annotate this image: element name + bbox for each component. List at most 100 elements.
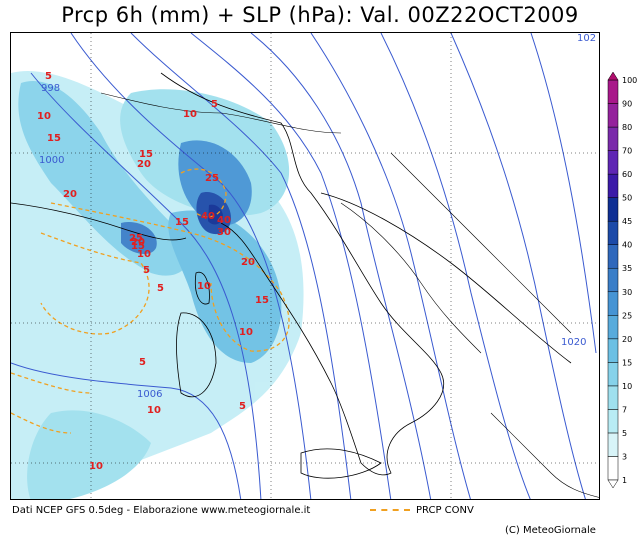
scale-swatch bbox=[607, 315, 619, 340]
coastlines bbox=[11, 72, 599, 498]
precip-label: 10 bbox=[183, 109, 197, 120]
scale-swatch bbox=[607, 432, 619, 457]
precip-label: 20 bbox=[137, 159, 151, 170]
chart-title: Prcp 6h (mm) + SLP (hPa): Val. 00Z22OCT2… bbox=[61, 3, 579, 27]
scale-tick-label: 50 bbox=[622, 194, 632, 203]
precip-label: 10 bbox=[37, 111, 51, 122]
conv-contours bbox=[11, 168, 290, 434]
scale-swatch bbox=[607, 338, 619, 363]
coast-balkans bbox=[320, 192, 572, 364]
coast-greece bbox=[490, 412, 599, 498]
scale-tick-label: 45 bbox=[622, 217, 632, 226]
scale-swatch bbox=[607, 244, 619, 269]
scale-arrow-top bbox=[607, 71, 619, 81]
conv-dash-sample bbox=[370, 509, 410, 511]
scale-tick-label: 60 bbox=[622, 170, 632, 179]
scale-tick-label: 70 bbox=[622, 147, 632, 156]
scale-swatch bbox=[607, 197, 619, 222]
precip-label: 20 bbox=[241, 257, 255, 268]
precip-label: 30 bbox=[217, 227, 231, 238]
scale-swatch bbox=[607, 126, 619, 151]
precip-label: 10 bbox=[89, 461, 103, 472]
isobar-label: 1006 bbox=[137, 389, 162, 400]
precip-area-west bbox=[18, 81, 190, 276]
scale-tick-label: 3 bbox=[622, 452, 627, 461]
scale-tick-label: 30 bbox=[622, 288, 632, 297]
scale-tick-label: 15 bbox=[622, 358, 632, 367]
isobars bbox=[11, 33, 597, 499]
map-canvas: 998 1000 1006 1020 102 5 10 15 20 10 5 1… bbox=[11, 33, 599, 499]
precip-label: 5 bbox=[239, 401, 246, 412]
coast-italy bbox=[160, 72, 444, 476]
scale-tick-label: 5 bbox=[622, 429, 627, 438]
precip-area-corsica bbox=[168, 210, 282, 363]
weather-map: 998 1000 1006 1020 102 5 10 15 20 10 5 1… bbox=[10, 32, 600, 500]
precip-label: 40 bbox=[217, 215, 231, 226]
scale-tick-label: 20 bbox=[622, 335, 632, 344]
data-source-credit: Dati NCEP GFS 0.5deg - Elaborazione www.… bbox=[12, 505, 311, 516]
precip-area-band bbox=[121, 222, 157, 255]
precip-area-peak bbox=[208, 204, 223, 225]
precip-shading bbox=[11, 71, 304, 499]
isobar-label: 102 bbox=[577, 33, 596, 44]
scale-swatch bbox=[607, 409, 619, 434]
precip-label: 5 bbox=[143, 265, 150, 276]
precip-label: 5 bbox=[211, 99, 218, 110]
precip-label: 15 bbox=[131, 241, 145, 252]
scale-swatch bbox=[607, 173, 619, 198]
scale-tick-label: 90 bbox=[622, 100, 632, 109]
scale-swatch bbox=[607, 362, 619, 387]
precip-label: 15 bbox=[175, 217, 189, 228]
precip-label: 10 bbox=[137, 249, 151, 260]
scale-tick-label: 25 bbox=[622, 311, 632, 320]
precip-label: 25 bbox=[205, 173, 219, 184]
border-east bbox=[390, 152, 572, 334]
scale-swatch bbox=[607, 267, 619, 293]
precip-label: 20 bbox=[63, 189, 77, 200]
isobar-label: 1000 bbox=[39, 155, 64, 166]
precip-label: 15 bbox=[139, 149, 153, 160]
scale-swatch bbox=[607, 291, 619, 316]
scale-tick-label: 40 bbox=[622, 241, 632, 250]
scale-arrow-bottom bbox=[607, 479, 619, 489]
precip-label: 15 bbox=[255, 295, 269, 306]
scale-tick-label: 1 bbox=[622, 476, 627, 485]
precip-label: 5 bbox=[139, 357, 146, 368]
precip-label: 5 bbox=[45, 71, 52, 82]
scale-tick-label: 35 bbox=[622, 264, 632, 273]
scale-tick-label: 100 bbox=[622, 76, 637, 85]
scale-tick-label: 7 bbox=[622, 405, 627, 414]
scale-swatch bbox=[607, 103, 619, 128]
coast-sardinia bbox=[176, 312, 217, 398]
coast-france bbox=[11, 202, 187, 241]
isobar-labels: 998 1000 1006 1020 102 bbox=[39, 33, 596, 400]
precip-label: 15 bbox=[47, 133, 61, 144]
precip-label: 10 bbox=[239, 327, 253, 338]
conv-legend: PRCP CONV bbox=[370, 505, 474, 516]
coast-croatia bbox=[340, 202, 482, 354]
scale-tick-label: 80 bbox=[622, 123, 632, 132]
isobar-label: 998 bbox=[41, 83, 60, 94]
border-alps bbox=[100, 92, 342, 134]
precip-label: 10 bbox=[197, 281, 211, 292]
precip-label: 25 bbox=[129, 233, 143, 244]
scale-swatch bbox=[607, 220, 619, 245]
precip-label: 20 bbox=[131, 237, 145, 248]
precip-area-south bbox=[27, 410, 151, 499]
precip-color-scale: 1 3 5 7 10 15 20 25 30 35 40 45 50 60 70 80 90 100 bbox=[604, 70, 640, 490]
precip-label: 10 bbox=[147, 405, 161, 416]
coast-corsica bbox=[194, 271, 210, 305]
scale-tick-label: 10 bbox=[622, 382, 632, 391]
precip-label: 5 bbox=[157, 283, 164, 294]
copyright: (C) MeteoGiornale bbox=[505, 525, 596, 536]
scale-swatch bbox=[607, 385, 619, 410]
precip-label: 40 bbox=[201, 211, 215, 222]
scale-swatch bbox=[607, 150, 619, 175]
scale-swatch bbox=[607, 456, 619, 481]
isobar-label: 1020 bbox=[561, 337, 586, 348]
precip-labels: 5 10 15 20 10 5 15 20 25 15 25 40 40 30 … bbox=[37, 71, 269, 472]
coast-sicily bbox=[300, 448, 382, 479]
scale-swatch bbox=[607, 79, 619, 104]
conv-legend-label: PRCP CONV bbox=[416, 505, 474, 516]
